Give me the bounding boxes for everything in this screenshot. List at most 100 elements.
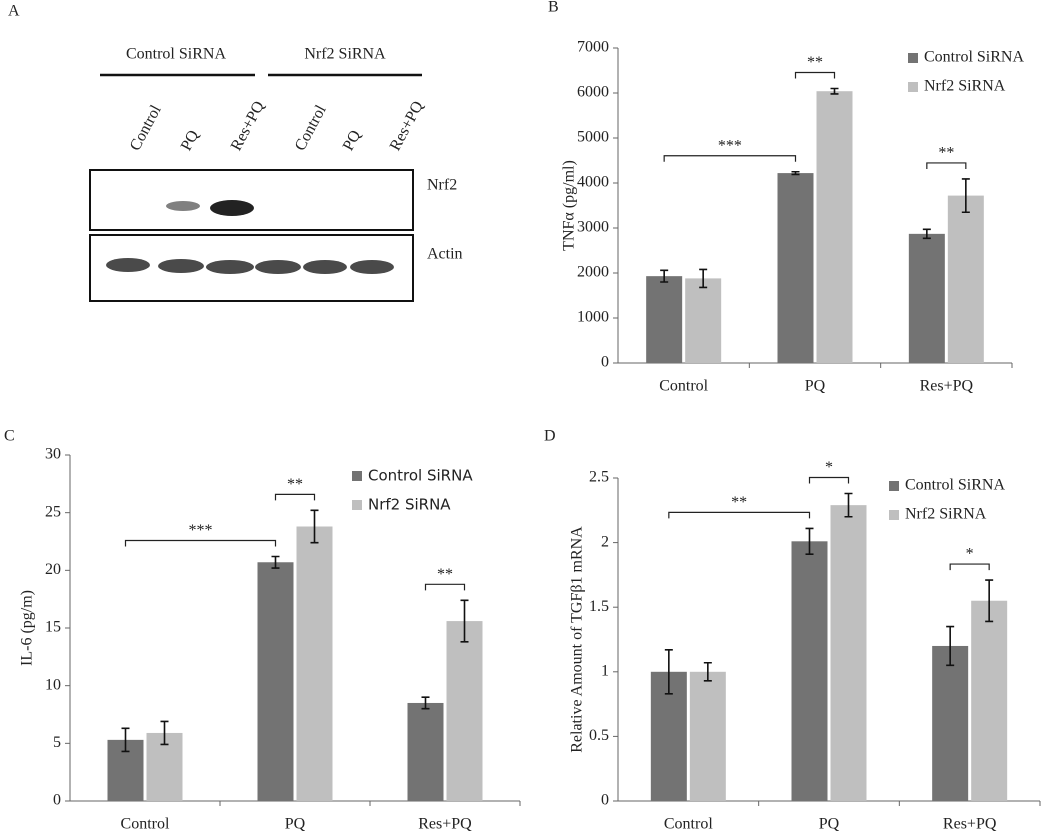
y-tick-label: 2.5	[589, 469, 609, 486]
y-axis-label: Relative Amount of TGFβ1 mRNA	[569, 526, 586, 753]
error-bar	[703, 661, 712, 682]
bar	[689, 671, 726, 801]
legend-swatch	[908, 53, 918, 63]
y-tick-label: 1	[601, 662, 609, 679]
significance-label: ***	[189, 522, 213, 539]
y-tick-label: 1.5	[589, 598, 609, 615]
y-tick-label: 4000	[577, 174, 609, 191]
significance-label: **	[287, 476, 303, 493]
legend-swatch	[889, 510, 899, 520]
y-tick-label: 2000	[577, 264, 609, 281]
lane-labels: Control PQ Res+PQ Control PQ Res+PQ	[127, 98, 427, 154]
y-axis-label: IL-6 (pg/m)	[19, 590, 36, 666]
significance-label: *	[966, 546, 974, 563]
significance-label: ***	[718, 137, 742, 154]
y-tick-label: 0.5	[589, 727, 609, 744]
x-tick-label: Control	[121, 816, 170, 833]
significance-label: **	[807, 54, 823, 71]
legend-label: Nrf2 SiRNA	[368, 496, 451, 514]
x-tick-label: PQ	[285, 816, 306, 833]
y-tick-label: 0	[53, 792, 61, 809]
row-label: Nrf2	[427, 177, 457, 194]
y-tick-label: 10	[45, 676, 61, 693]
lane-label: Res+PQ	[387, 98, 427, 154]
error-bar	[791, 170, 800, 176]
panel-label: D	[544, 428, 556, 445]
panel-label: C	[4, 428, 15, 445]
x-tick-label: Res+PQ	[418, 816, 472, 833]
error-bar	[660, 269, 669, 283]
legend-swatch	[889, 481, 899, 491]
significance-label: *	[825, 459, 833, 476]
significance-bracket	[949, 563, 990, 571]
legend-label: Nrf2 SiRNA	[924, 78, 1006, 95]
bar	[971, 600, 1008, 801]
significance-label: **	[731, 494, 747, 511]
legend-swatch	[908, 82, 918, 92]
y-tick-label: 2	[601, 533, 609, 550]
legend-label: Control SiRNA	[905, 477, 1005, 494]
legend-swatch	[352, 500, 362, 510]
legend-label: Control SiRNA	[924, 49, 1024, 66]
x-tick-label: Control	[664, 816, 713, 833]
legend-label: Control SiRNA	[368, 467, 473, 485]
significance-bracket	[424, 583, 466, 591]
error-bar	[421, 696, 430, 710]
lane-label: Res+PQ	[228, 98, 268, 154]
panel-label: B	[548, 0, 559, 16]
error-bar	[460, 599, 469, 643]
significance-bracket	[808, 476, 850, 484]
bar	[777, 173, 814, 363]
y-tick-label: 3000	[577, 219, 609, 236]
error-bar	[985, 579, 994, 623]
significance-bracket	[794, 71, 836, 79]
bar	[446, 621, 483, 801]
x-tick-label: Control	[659, 378, 708, 395]
significance-bracket	[663, 155, 797, 162]
y-tick-label: 5000	[577, 129, 609, 146]
error-bar	[664, 649, 673, 695]
significance-bracket	[926, 162, 967, 169]
error-bar	[844, 492, 853, 518]
bar	[816, 91, 853, 363]
bar	[646, 276, 683, 363]
y-tick-label: 0	[601, 792, 609, 809]
lane-label: PQ	[178, 127, 203, 153]
error-bar	[160, 720, 169, 746]
bar	[791, 541, 828, 801]
error-bar	[699, 268, 708, 289]
error-bar	[961, 178, 970, 214]
bar	[685, 278, 722, 363]
error-bar	[922, 228, 931, 240]
bar	[830, 505, 867, 801]
significance-label: **	[437, 566, 453, 583]
y-tick-label: 15	[45, 619, 61, 636]
y-tick-label: 6000	[577, 84, 609, 101]
significance-bracket	[124, 539, 277, 547]
error-bar	[121, 727, 130, 753]
group-label: Control SiRNA	[126, 46, 226, 63]
y-tick-label: 5	[53, 734, 61, 751]
panel-label: A	[8, 3, 20, 20]
legend-label: Nrf2 SiRNA	[905, 506, 987, 523]
x-tick-label: PQ	[819, 816, 840, 833]
lane-label: Control	[292, 102, 330, 154]
bar	[407, 702, 444, 801]
blot-box	[89, 169, 414, 231]
bar	[947, 195, 984, 363]
y-tick-label: 30	[45, 446, 61, 463]
bar	[908, 233, 945, 363]
error-bar	[830, 87, 839, 95]
x-tick-label: PQ	[805, 378, 826, 395]
significance-bracket	[668, 511, 811, 519]
lane-label: PQ	[340, 127, 365, 153]
y-tick-label: 20	[45, 561, 61, 578]
bar	[296, 526, 333, 801]
bar	[257, 562, 294, 801]
error-bar	[805, 527, 814, 556]
y-tick-label: 25	[45, 503, 61, 520]
error-bar	[271, 555, 280, 569]
error-bar	[310, 509, 319, 544]
legend-swatch	[352, 471, 362, 481]
